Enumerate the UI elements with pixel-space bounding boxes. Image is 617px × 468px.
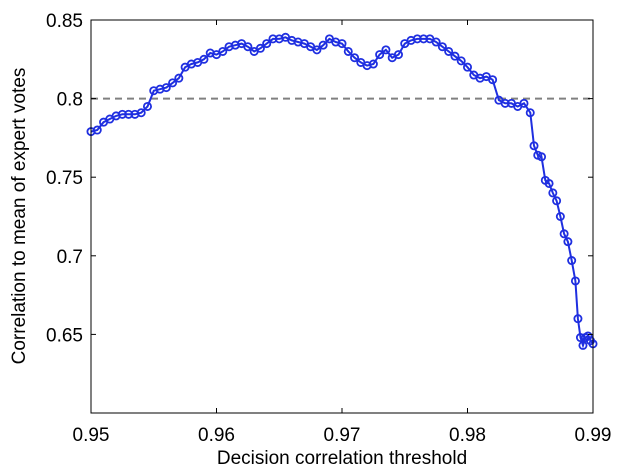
x-tick-label: 0.97 [324, 425, 361, 446]
data-point [573, 314, 583, 324]
data-point [243, 42, 253, 52]
data-point [419, 34, 429, 44]
data-point [544, 178, 554, 188]
data-point [519, 98, 529, 108]
x-tick-label: 0.99 [575, 425, 612, 446]
data-point [559, 229, 569, 239]
data-point [450, 51, 460, 61]
y-tick-label: 0.8 [57, 90, 83, 111]
data-point [343, 46, 353, 56]
data-point [567, 256, 577, 266]
data-point [312, 45, 322, 55]
data-point [142, 101, 152, 111]
data-point [174, 73, 184, 83]
data-point [375, 50, 385, 60]
data-point [583, 331, 593, 341]
data-point [168, 78, 178, 88]
data-point [218, 46, 228, 56]
data-point [456, 56, 466, 66]
data-point [136, 108, 146, 118]
data-point [437, 42, 447, 52]
x-tick-label: 0.98 [449, 425, 486, 446]
x-tick-label: 0.95 [73, 425, 110, 446]
data-point [268, 34, 278, 44]
data-point [161, 83, 171, 93]
data-point [255, 43, 265, 53]
data-point [548, 188, 558, 198]
y-tick-label: 0.7 [57, 247, 83, 268]
data-point [92, 125, 102, 135]
data-point [552, 196, 562, 206]
data-point [381, 45, 391, 55]
data-point [488, 75, 498, 85]
data-point [525, 108, 535, 118]
data-point [337, 39, 347, 49]
y-tick-label: 0.85 [46, 11, 83, 32]
data-point [431, 37, 441, 47]
data-point [318, 40, 328, 50]
data-point [537, 152, 547, 162]
data-point [570, 276, 580, 286]
data-point [444, 46, 454, 56]
data-point [117, 109, 127, 119]
x-tick-label: 0.96 [198, 425, 235, 446]
plot-area [91, 20, 593, 413]
data-point [500, 98, 510, 108]
data-point [199, 54, 209, 64]
data-point [124, 109, 134, 119]
data-point [368, 59, 378, 69]
data-point [393, 50, 403, 60]
data-point [529, 141, 539, 151]
data-point [350, 53, 360, 63]
data-point [462, 62, 472, 72]
y-tick-label: 0.75 [46, 168, 83, 189]
y-axis: 0.65 0.7 0.75 0.8 0.85 [46, 11, 593, 346]
y-axis-label: Correlation to mean of expert votes [9, 68, 30, 365]
data-point [262, 39, 272, 49]
x-axis-label: Decision correlation threshold [217, 448, 467, 468]
data-point [563, 237, 573, 247]
x-axis: 0.95 0.96 0.97 0.98 0.99 [73, 20, 612, 446]
data-point [578, 340, 588, 350]
y-tick-label: 0.65 [46, 325, 83, 346]
series-layer [86, 32, 598, 350]
data-point [555, 211, 565, 221]
data-point [412, 34, 422, 44]
